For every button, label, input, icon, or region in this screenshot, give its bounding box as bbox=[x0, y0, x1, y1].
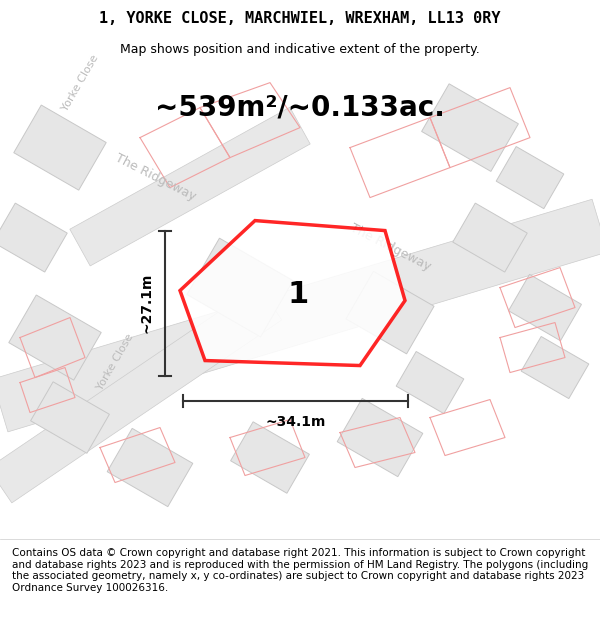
Text: Map shows position and indicative extent of the property.: Map shows position and indicative extent… bbox=[120, 42, 480, 56]
Polygon shape bbox=[14, 105, 106, 190]
Polygon shape bbox=[31, 382, 109, 453]
Text: The Ridgeway: The Ridgeway bbox=[113, 152, 197, 204]
Polygon shape bbox=[346, 271, 434, 354]
Polygon shape bbox=[521, 336, 589, 399]
Text: 1, YORKE CLOSE, MARCHWIEL, WREXHAM, LL13 0RY: 1, YORKE CLOSE, MARCHWIEL, WREXHAM, LL13… bbox=[99, 11, 501, 26]
Text: ~539m²/~0.133ac.: ~539m²/~0.133ac. bbox=[155, 94, 445, 122]
Text: The Ridgeway: The Ridgeway bbox=[347, 222, 433, 274]
Polygon shape bbox=[9, 295, 101, 380]
Polygon shape bbox=[70, 107, 310, 266]
Polygon shape bbox=[453, 203, 527, 272]
Polygon shape bbox=[422, 84, 518, 171]
Polygon shape bbox=[187, 238, 293, 337]
Polygon shape bbox=[337, 398, 423, 477]
Text: Yorke Close: Yorke Close bbox=[60, 52, 100, 112]
Polygon shape bbox=[0, 199, 600, 432]
Polygon shape bbox=[396, 351, 464, 414]
Polygon shape bbox=[180, 221, 405, 366]
Polygon shape bbox=[496, 146, 564, 209]
Text: Contains OS data © Crown copyright and database right 2021. This information is : Contains OS data © Crown copyright and d… bbox=[12, 548, 588, 592]
Text: 1: 1 bbox=[288, 280, 309, 309]
Polygon shape bbox=[107, 428, 193, 507]
Polygon shape bbox=[230, 422, 310, 493]
Polygon shape bbox=[0, 203, 67, 272]
Polygon shape bbox=[509, 274, 581, 341]
Text: ~34.1m: ~34.1m bbox=[265, 414, 326, 429]
Text: ~27.1m: ~27.1m bbox=[139, 273, 153, 333]
Polygon shape bbox=[0, 285, 282, 503]
Text: Yorke Close: Yorke Close bbox=[95, 332, 135, 392]
